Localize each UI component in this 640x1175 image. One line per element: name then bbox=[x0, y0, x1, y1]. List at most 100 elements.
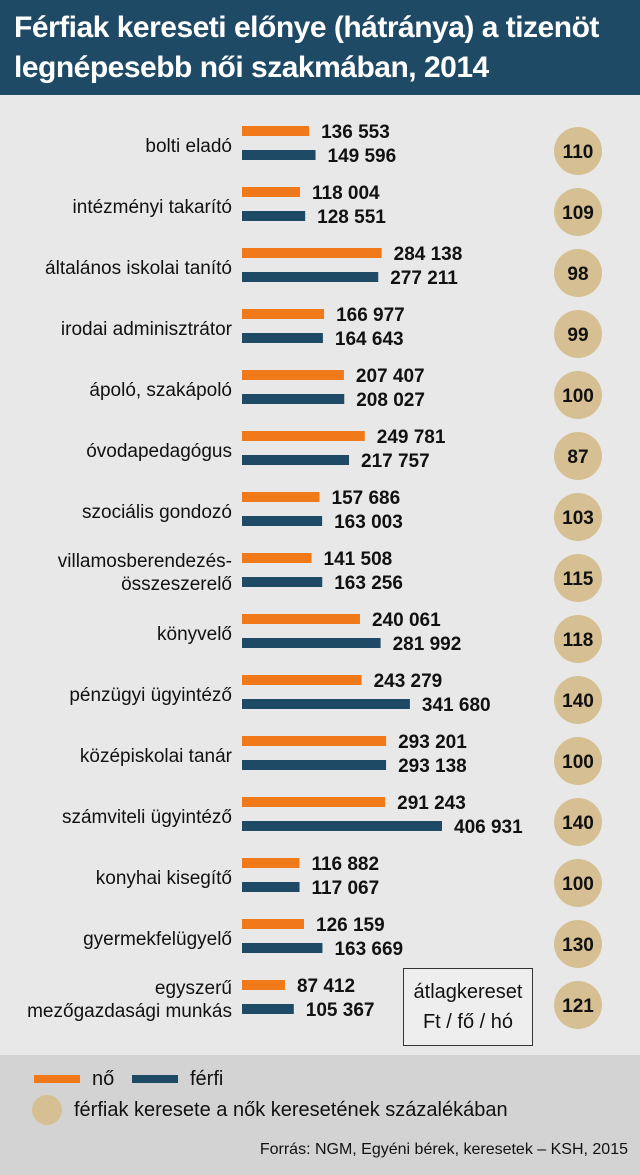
data-label-female: 166 977 bbox=[336, 305, 405, 326]
bar-male bbox=[242, 333, 323, 343]
bar-male bbox=[242, 760, 387, 770]
data-label-female: 141 508 bbox=[324, 549, 393, 570]
ratio-circle bbox=[554, 554, 602, 602]
data-label-male: 163 669 bbox=[334, 939, 403, 960]
ratio-circle bbox=[554, 188, 602, 236]
category-label: középiskolai tanár bbox=[80, 746, 233, 767]
data-label-female: 136 553 bbox=[321, 122, 390, 143]
data-label-male: 341 680 bbox=[422, 695, 491, 716]
average-earnings-box: átlagkereset Ft / fő / hó bbox=[403, 968, 533, 1046]
ratio-value: 118 bbox=[563, 630, 594, 651]
bar-female bbox=[242, 187, 300, 197]
bar-female bbox=[242, 614, 360, 624]
bar-chart: bolti eladó 136 553 149 596 110 intézményi t… bbox=[27, 122, 602, 1029]
data-label-female: 126 159 bbox=[316, 915, 385, 936]
ratio-value: 110 bbox=[563, 142, 594, 163]
bar-female bbox=[242, 858, 300, 868]
bar-male bbox=[242, 455, 350, 465]
data-label-male: 117 067 bbox=[312, 878, 380, 899]
category-label: egyszerű bbox=[155, 978, 232, 999]
bar-male bbox=[242, 272, 379, 282]
category-label: számviteli ügyintéző bbox=[62, 807, 232, 828]
category-label: konyhai kisegítő bbox=[96, 868, 232, 889]
data-label-female: 87 412 bbox=[297, 976, 355, 997]
ratio-circle bbox=[554, 859, 602, 907]
data-label-female: 293 201 bbox=[398, 732, 467, 753]
ratio-value: 87 bbox=[567, 447, 588, 468]
bar-male bbox=[242, 516, 323, 526]
ratio-value: 100 bbox=[562, 752, 594, 773]
legend-label-ratio: férfiak keresete a nők keresetének száza… bbox=[74, 1099, 508, 1121]
avg-box-line-1: átlagkereset bbox=[413, 981, 523, 1003]
ratio-value: 98 bbox=[567, 264, 588, 285]
category-label: óvodapedagógus bbox=[86, 441, 232, 462]
ratio-circle bbox=[554, 127, 602, 175]
ratio-circle bbox=[554, 371, 602, 419]
bar-male bbox=[242, 577, 323, 587]
bar-female bbox=[242, 248, 382, 258]
ratio-circle bbox=[554, 249, 602, 297]
data-label-female: 243 279 bbox=[374, 671, 443, 692]
category-label: gyermekfelügyelő bbox=[83, 929, 232, 950]
bar-male bbox=[242, 882, 300, 892]
title-line-1: Férfiak kereseti előnye (hátránya) a tiz… bbox=[14, 11, 599, 44]
bar-male bbox=[242, 699, 410, 709]
title-line-2: legnépesebb női szakmában, 2014 bbox=[14, 51, 489, 84]
data-label-male: 406 931 bbox=[454, 817, 523, 838]
data-label-male: 277 211 bbox=[390, 268, 458, 289]
bar-female bbox=[242, 736, 387, 746]
data-label-male: 281 992 bbox=[393, 634, 462, 655]
ratio-value: 99 bbox=[567, 325, 588, 346]
bar-male bbox=[242, 638, 381, 648]
ratio-value: 140 bbox=[562, 813, 594, 834]
category-label: összeszerelő bbox=[121, 574, 232, 595]
source-note: Forrás: NGM, Egyéni bérek, keresetek – K… bbox=[259, 1141, 628, 1158]
data-label-female: 291 243 bbox=[397, 793, 466, 814]
bar-chart-area: bolti eladó 136 553 149 596 110 intézményi t… bbox=[0, 95, 640, 1055]
bar-male bbox=[242, 943, 323, 953]
ratio-value: 109 bbox=[562, 203, 594, 224]
ratio-circle bbox=[554, 493, 602, 541]
legend-footer: nő férfi férfiak keresete a nők kereseté… bbox=[0, 1055, 640, 1175]
ratio-value: 115 bbox=[563, 569, 594, 590]
ratio-circle bbox=[554, 798, 602, 846]
bar-female bbox=[242, 797, 386, 807]
bar-female bbox=[242, 126, 310, 136]
bar-male bbox=[242, 1004, 294, 1014]
bar-male bbox=[242, 394, 345, 404]
ratio-circle bbox=[554, 615, 602, 663]
bar-male bbox=[242, 211, 306, 221]
category-label: intézményi takarító bbox=[73, 197, 232, 218]
category-label: pénzügyi ügyintéző bbox=[69, 685, 232, 706]
ratio-value: 140 bbox=[562, 691, 594, 712]
category-label: villamosberendezés- bbox=[58, 551, 232, 572]
data-label-male: 128 551 bbox=[317, 207, 386, 228]
legend-ratio-circle bbox=[32, 1095, 62, 1125]
data-label-female: 207 407 bbox=[356, 366, 425, 387]
ratio-circle bbox=[554, 310, 602, 358]
data-label-male: 293 138 bbox=[398, 756, 467, 777]
ratio-value: 130 bbox=[562, 935, 594, 956]
category-label: mezőgazdasági munkás bbox=[27, 1001, 232, 1022]
data-label-male: 208 027 bbox=[356, 390, 425, 411]
bar-female bbox=[242, 553, 312, 563]
category-label: ápoló, szakápoló bbox=[89, 380, 232, 401]
category-label: bolti eladó bbox=[145, 136, 232, 157]
bar-male bbox=[242, 150, 316, 160]
bar-female bbox=[242, 370, 344, 380]
ratio-value: 100 bbox=[562, 874, 594, 895]
data-label-male: 105 367 bbox=[306, 1000, 375, 1021]
ratio-value: 103 bbox=[562, 508, 594, 529]
ratio-circle bbox=[554, 920, 602, 968]
data-label-male: 164 643 bbox=[335, 329, 404, 350]
data-label-female: 157 686 bbox=[332, 488, 401, 509]
header-banner: Férfiak kereseti előnye (hátránya) a tiz… bbox=[0, 0, 640, 95]
bar-female bbox=[242, 980, 285, 990]
bar-female bbox=[242, 919, 305, 929]
data-label-female: 116 882 bbox=[311, 854, 379, 875]
data-label-female: 240 061 bbox=[372, 610, 441, 631]
legend-label-male: férfi bbox=[190, 1068, 224, 1090]
data-label-female: 284 138 bbox=[394, 244, 463, 265]
category-label: általános iskolai tanító bbox=[45, 258, 232, 279]
